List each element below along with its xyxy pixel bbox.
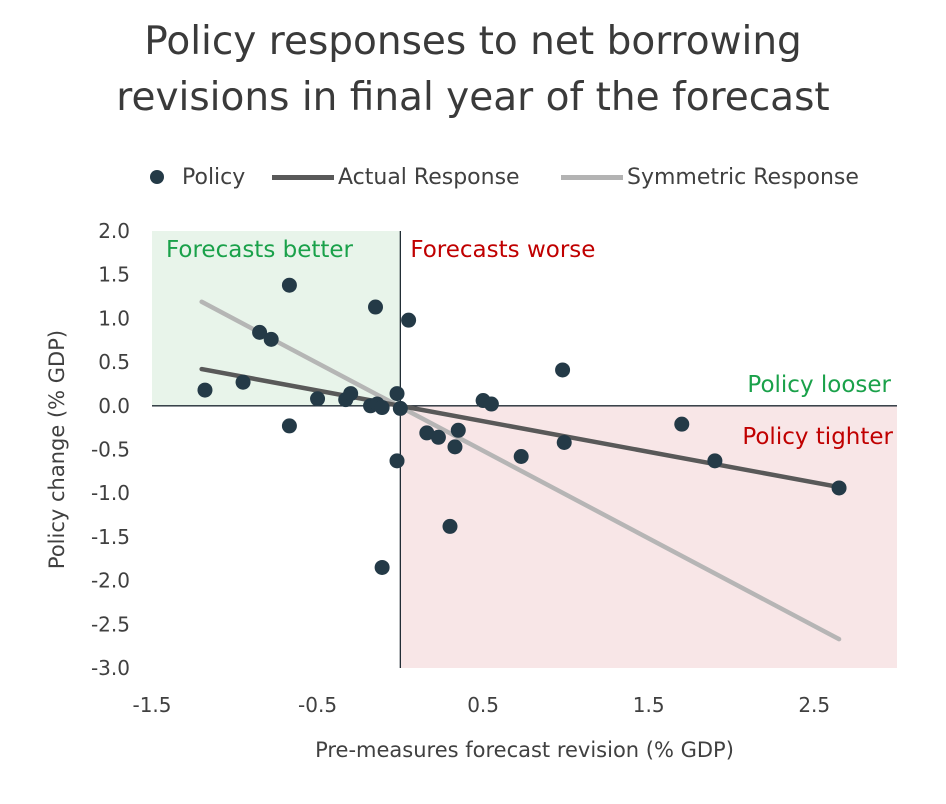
policy-point bbox=[513, 448, 529, 464]
y-tick-label: -2.5 bbox=[91, 612, 130, 636]
legend-line-actual-response bbox=[272, 174, 334, 180]
y-tick-label: -2.0 bbox=[91, 569, 130, 593]
policy-point bbox=[281, 418, 297, 434]
policy-point bbox=[235, 374, 251, 390]
quadrant-label-policy-looser: Policy looser bbox=[747, 372, 891, 398]
x-axis-label: Pre-measures forecast revision (% GDP) bbox=[315, 738, 734, 762]
quadrant-label-policy-tighter: Policy tighter bbox=[742, 424, 893, 450]
y-tick-label: -1.0 bbox=[91, 481, 130, 505]
policy-point bbox=[197, 382, 213, 398]
x-tick-label: -0.5 bbox=[298, 693, 337, 717]
y-tick-label: 1.0 bbox=[98, 306, 130, 330]
y-tick-label: 2.0 bbox=[98, 219, 130, 243]
policy-point bbox=[310, 391, 326, 407]
chart-legend: Policy Actual Response Symmetric Respons… bbox=[0, 160, 946, 194]
legend-label-symmetric-response: Symmetric Response bbox=[627, 164, 859, 190]
y-tick-label: -1.5 bbox=[91, 525, 130, 549]
chart-title: Policy responses to net borrowing revisi… bbox=[0, 14, 946, 126]
policy-point bbox=[674, 416, 690, 432]
policy-point bbox=[483, 396, 499, 412]
policy-point bbox=[368, 299, 383, 315]
x-tick-label: 0.5 bbox=[467, 693, 499, 717]
symmetric-response-line bbox=[199, 299, 842, 642]
policy-point bbox=[831, 480, 847, 496]
policy-point bbox=[556, 435, 572, 451]
actual-response-line bbox=[199, 366, 842, 490]
policy-point bbox=[450, 422, 466, 438]
y-tick-label: -0.5 bbox=[91, 438, 130, 462]
legend-item-symmetric-response: Symmetric Response bbox=[561, 160, 859, 194]
y-tick-label: 1.5 bbox=[98, 263, 130, 287]
legend-line-symmetric-response bbox=[561, 174, 623, 180]
quadrant-label-forecasts-better: Forecasts better bbox=[166, 237, 354, 263]
policy-point bbox=[442, 518, 458, 534]
x-tick-label: 1.5 bbox=[633, 693, 665, 717]
legend-marker-policy bbox=[150, 170, 164, 184]
legend-item-policy: Policy bbox=[150, 160, 245, 194]
quadrant-label-forecasts-worse: Forecasts worse bbox=[410, 237, 595, 263]
policy-point bbox=[389, 453, 405, 469]
x-tick-label: -1.5 bbox=[132, 693, 171, 717]
y-axis-ticks: 2.0 1.5 1.0 0.5 0.0 -0.5 -1.0 -1.5 -2.0 -2.5 -3.0 bbox=[91, 219, 130, 680]
policy-point bbox=[555, 362, 571, 378]
y-tick-label: -3.0 bbox=[91, 656, 130, 680]
policy-point bbox=[430, 429, 446, 445]
policy-point bbox=[447, 439, 463, 455]
policy-point bbox=[374, 559, 390, 575]
y-tick-label: 0.0 bbox=[98, 394, 130, 418]
legend-label-policy: Policy bbox=[182, 164, 246, 190]
policy-point bbox=[401, 312, 417, 328]
chart-title-line-2: revisions in final year of the forecast bbox=[116, 75, 830, 120]
y-axis-label: Policy change (% GDP) bbox=[45, 330, 69, 569]
y-tick-label: 0.5 bbox=[98, 350, 130, 374]
policy-point bbox=[263, 331, 279, 347]
policy-point bbox=[281, 277, 297, 293]
policy-point bbox=[343, 386, 359, 402]
x-axis-ticks: -1.5 -0.5 0.5 1.5 2.5 bbox=[132, 693, 830, 717]
legend-item-actual-response: Actual Response bbox=[272, 160, 520, 194]
forecasts-better-region bbox=[152, 231, 401, 406]
policy-points bbox=[197, 277, 847, 575]
x-tick-label: 2.5 bbox=[798, 693, 830, 717]
policy-point bbox=[374, 400, 390, 416]
policy-point bbox=[389, 386, 405, 402]
legend-label-actual-response: Actual Response bbox=[338, 164, 520, 190]
policy-point bbox=[707, 453, 723, 469]
chart-title-line-1: Policy responses to net borrowing bbox=[144, 19, 802, 64]
policy-point bbox=[419, 425, 435, 441]
policy-point bbox=[252, 324, 268, 340]
policy-point bbox=[392, 400, 408, 416]
